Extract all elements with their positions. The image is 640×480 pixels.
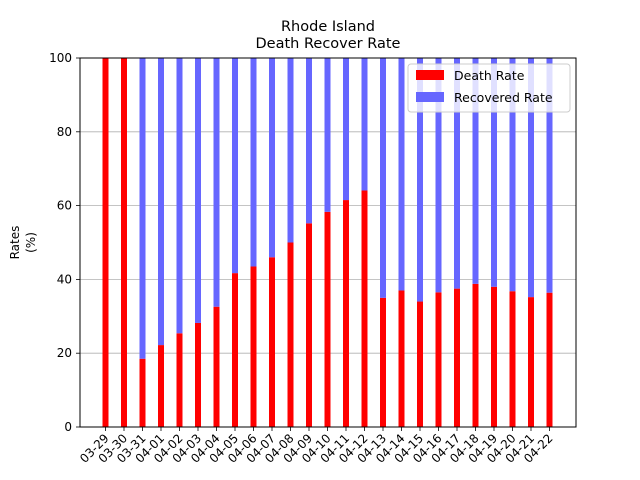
legend: Death Rate Recovered Rate xyxy=(407,63,571,113)
bar-recovered-rate-04-13 xyxy=(380,58,386,298)
bar-recovered-rate-04-21 xyxy=(528,58,534,298)
legend-swatch-death-rate xyxy=(416,70,444,80)
x-axis-ticks: 03-2903-3003-3104-0104-0204-0304-0404-05… xyxy=(77,427,556,466)
bar-death-rate-03-30 xyxy=(121,58,127,427)
y-tick-label: 40 xyxy=(57,272,72,286)
legend-label-recovered-rate: Recovered Rate xyxy=(454,90,553,105)
bar-death-rate-04-04 xyxy=(213,306,220,427)
bar-death-rate-04-09 xyxy=(306,223,312,427)
bar-death-rate-04-10 xyxy=(324,211,331,427)
bar-recovered-rate-04-16 xyxy=(435,58,442,293)
bar-death-rate-04-18 xyxy=(472,283,479,427)
y-axis-label: Rates xyxy=(8,226,22,260)
legend-label-death-rate: Death Rate xyxy=(454,68,525,83)
bar-recovered-rate-04-12 xyxy=(361,58,368,191)
y-tick-label: 20 xyxy=(57,346,72,360)
y-tick-label: 60 xyxy=(57,199,72,213)
bar-death-rate-04-07 xyxy=(269,257,275,427)
bar-recovered-rate-04-18 xyxy=(472,58,479,284)
bar-recovered-rate-04-03 xyxy=(195,58,201,323)
bar-death-rate-04-21 xyxy=(528,297,534,427)
bar-death-rate-03-31 xyxy=(139,358,146,427)
bar-recovered-rate-04-01 xyxy=(158,58,164,346)
bars xyxy=(102,58,553,427)
bar-recovered-rate-04-19 xyxy=(491,58,497,287)
y-tick-label: 80 xyxy=(57,125,72,139)
y-tick-label: 100 xyxy=(49,51,72,65)
y-tick-label: 0 xyxy=(64,420,72,434)
bar-recovered-rate-04-22 xyxy=(546,58,553,293)
bar-death-rate-04-08 xyxy=(287,242,294,427)
bar-death-rate-04-06 xyxy=(250,266,257,427)
bar-recovered-rate-04-06 xyxy=(250,58,257,267)
bar-death-rate-04-01 xyxy=(158,345,164,427)
bar-death-rate-04-16 xyxy=(435,292,442,427)
bar-death-rate-04-03 xyxy=(195,322,201,427)
bar-death-rate-03-29 xyxy=(102,58,109,427)
bar-recovered-rate-04-14 xyxy=(398,58,405,291)
bar-death-rate-04-20 xyxy=(509,291,516,427)
bar-recovered-rate-04-04 xyxy=(213,58,220,307)
bar-death-rate-04-14 xyxy=(398,290,405,427)
bar-recovered-rate-04-02 xyxy=(176,58,183,334)
chart-title: Rhode Island xyxy=(281,19,375,35)
bar-recovered-rate-03-31 xyxy=(139,58,146,359)
y-axis-ticks: 0 20 40 60 80 100 xyxy=(49,51,80,434)
legend-swatch-recovered-rate xyxy=(416,92,444,102)
bar-death-rate-04-22 xyxy=(546,292,553,427)
legend-box xyxy=(407,63,571,113)
bar-recovered-rate-04-09 xyxy=(306,58,312,224)
bar-recovered-rate-04-20 xyxy=(509,58,516,292)
bar-death-rate-04-12 xyxy=(361,190,368,427)
bar-recovered-rate-04-08 xyxy=(287,58,294,243)
y-axis-unit: (%) xyxy=(24,232,38,253)
bar-recovered-rate-04-17 xyxy=(454,58,460,289)
bar-death-rate-04-17 xyxy=(454,288,460,427)
bar-death-rate-04-05 xyxy=(232,273,238,427)
chart-subtitle: Death Recover Rate xyxy=(256,36,401,52)
bar-recovered-rate-04-15 xyxy=(417,58,423,302)
bar-recovered-rate-04-10 xyxy=(324,58,331,212)
bar-death-rate-04-13 xyxy=(380,297,386,427)
bar-recovered-rate-04-07 xyxy=(269,58,275,258)
bar-recovered-rate-04-05 xyxy=(232,58,238,274)
bar-death-rate-04-19 xyxy=(491,286,497,427)
bar-death-rate-04-11 xyxy=(343,200,349,427)
bar-death-rate-04-02 xyxy=(176,333,183,427)
plot-frame xyxy=(79,57,577,428)
bar-death-rate-04-15 xyxy=(417,301,423,427)
bar-recovered-rate-04-11 xyxy=(343,58,349,201)
